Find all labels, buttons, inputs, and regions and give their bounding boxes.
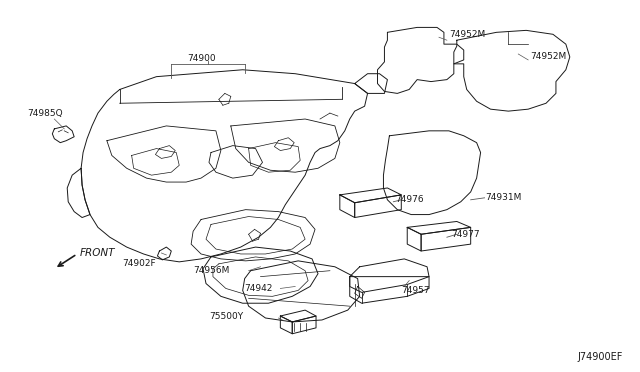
- Text: 74902F: 74902F: [122, 259, 156, 268]
- Text: 74931M: 74931M: [486, 193, 522, 202]
- Text: 74900: 74900: [187, 54, 216, 64]
- Text: 74977: 74977: [451, 230, 479, 239]
- Text: 74956M: 74956M: [193, 266, 230, 275]
- Text: 74985Q: 74985Q: [28, 109, 63, 118]
- Text: 74942: 74942: [244, 284, 273, 293]
- Text: FRONT: FRONT: [80, 248, 116, 258]
- Text: 74952M: 74952M: [530, 52, 566, 61]
- Text: J74900EF: J74900EF: [577, 352, 622, 362]
- Text: 75500Y: 75500Y: [209, 311, 243, 321]
- Text: 74952M: 74952M: [449, 30, 485, 39]
- Text: 74976: 74976: [396, 195, 424, 204]
- Text: 74957: 74957: [401, 286, 430, 295]
